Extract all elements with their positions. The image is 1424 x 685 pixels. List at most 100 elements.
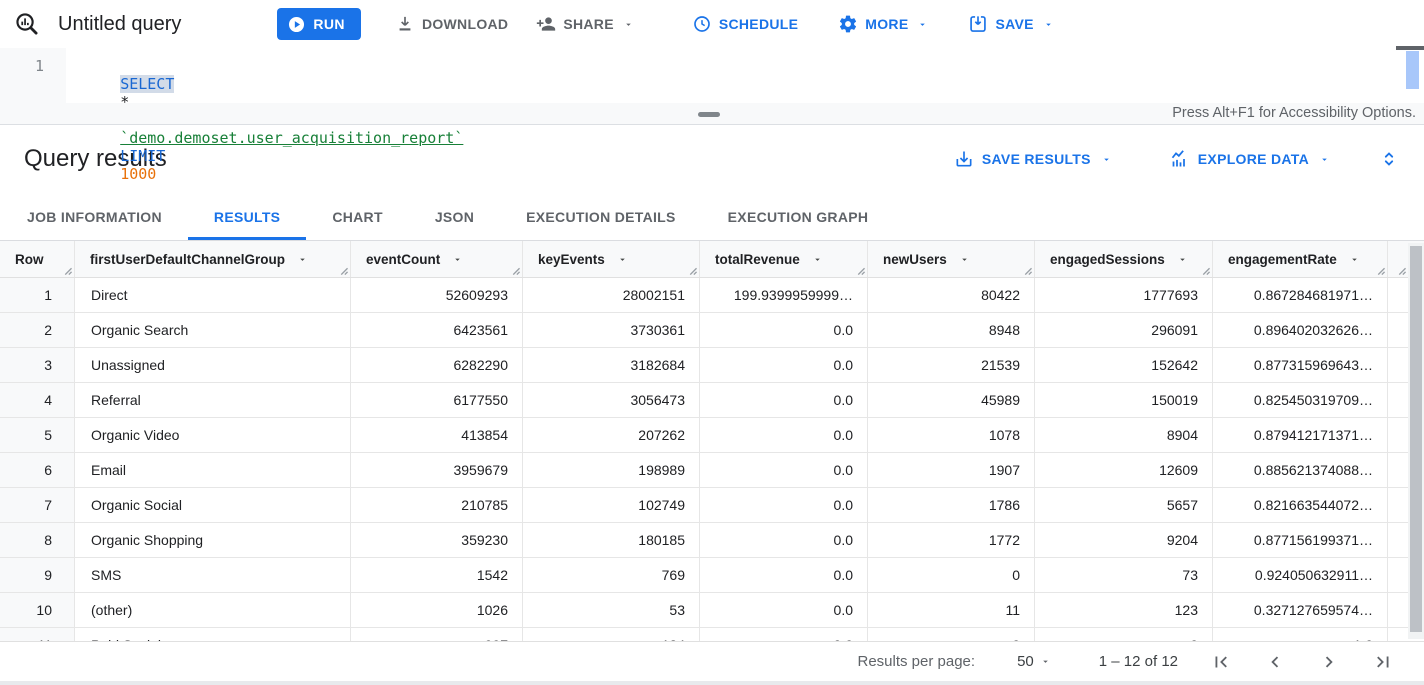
table-cell: 0	[868, 628, 1035, 641]
table-cell: SMS	[75, 558, 351, 592]
column-resize-handle[interactable]	[856, 266, 865, 275]
column-resize-handle[interactable]	[688, 266, 697, 275]
next-page-button[interactable]	[1318, 651, 1340, 673]
cell-value: 8948	[988, 322, 1020, 338]
cell-value: 0.0	[833, 602, 853, 618]
explore-data-button[interactable]: EXPLORE DATA	[1164, 148, 1336, 170]
cell-value: Direct	[91, 287, 128, 303]
table-vertical-scrollbar[interactable]	[1408, 243, 1424, 639]
download-button[interactable]: DOWNLOAD	[389, 13, 514, 35]
cell-value: 152642	[1151, 357, 1198, 373]
column-header-engagedsessions[interactable]: engagedSessions	[1035, 241, 1213, 277]
column-header-totalrevenue[interactable]: totalRevenue	[700, 241, 868, 277]
editor-scrollbar-thumb[interactable]	[1406, 51, 1419, 89]
cell-value: 6282290	[453, 357, 508, 373]
last-page-button[interactable]	[1372, 651, 1394, 673]
table-row: 3 Unassigned 6282290 3182684 0.0 21539 152642 0…	[0, 348, 1424, 383]
table-row: 5 Organic Video 413854 207262 0.0 1078 8904 0.8…	[0, 418, 1424, 453]
table-cell: 296091	[1035, 313, 1213, 347]
tab-execution-graph[interactable]: EXECUTION GRAPH	[702, 193, 895, 240]
column-header-newusers[interactable]: newUsers	[868, 241, 1035, 277]
column-menu-icon[interactable]	[452, 254, 463, 265]
column-resize-handle[interactable]	[1397, 266, 1406, 275]
previous-page-button[interactable]	[1264, 651, 1286, 673]
column-header-eventcount[interactable]: eventCount	[351, 241, 523, 277]
row-number-cell: 4	[0, 383, 75, 417]
column-resize-handle[interactable]	[339, 266, 348, 275]
column-header-engagementrate[interactable]: engagementRate	[1213, 241, 1388, 277]
tab-job-information[interactable]: JOB INFORMATION	[1, 193, 188, 240]
cell-value: 150019	[1151, 392, 1198, 408]
tab-label: JOB INFORMATION	[27, 208, 162, 225]
run-button[interactable]: RUN	[277, 8, 361, 40]
page-range-label: 1 – 12 of 12	[1098, 653, 1178, 670]
tab-chart[interactable]: CHART	[306, 193, 409, 240]
tab-execution-details[interactable]: EXECUTION DETAILS	[500, 193, 702, 240]
cell-value: 1542	[476, 567, 508, 583]
column-label: engagementRate	[1228, 251, 1337, 267]
table-cell: 8904	[1035, 418, 1213, 452]
schedule-button[interactable]: SCHEDULE	[686, 13, 804, 35]
cell-value: 0.0	[833, 567, 853, 583]
cell-value: 102749	[638, 497, 685, 513]
cell-value: 123	[1174, 602, 1198, 618]
tab-results[interactable]: RESULTS	[188, 193, 306, 240]
column-menu-icon[interactable]	[1177, 254, 1188, 265]
expand-collapse-results-button[interactable]	[1378, 148, 1400, 170]
column-resize-handle[interactable]	[1023, 266, 1032, 275]
first-page-icon	[1210, 651, 1232, 673]
column-menu-icon[interactable]	[617, 254, 628, 265]
table-cell: 1907	[868, 453, 1035, 487]
column-menu-icon[interactable]	[959, 254, 970, 265]
line-number-gutter: 1	[0, 48, 66, 103]
table-cell: 0.877156199371…	[1213, 523, 1388, 557]
column-header-row[interactable]: Row	[0, 241, 75, 277]
results-table: Row firstUserDefaultChannelGroup eventCoun…	[0, 241, 1424, 641]
column-menu-icon[interactable]	[297, 254, 308, 265]
chevron-down-icon	[917, 19, 928, 30]
splitter-drag-handle[interactable]	[698, 112, 720, 117]
table-cell: 9204	[1035, 523, 1213, 557]
table-cell: 11	[868, 593, 1035, 627]
tab-json[interactable]: JSON	[409, 193, 500, 240]
cell-value: 180185	[638, 532, 685, 548]
more-button[interactable]: MORE	[832, 13, 934, 35]
cell-value: 0.0	[833, 392, 853, 408]
page-size-select[interactable]: 50	[1011, 652, 1057, 671]
column-menu-icon[interactable]	[812, 254, 823, 265]
table-cell: 0.0	[700, 488, 868, 522]
column-header-keyevents[interactable]: keyEvents	[523, 241, 700, 277]
column-label: firstUserDefaultChannelGroup	[90, 251, 286, 267]
cell-value: 10	[36, 602, 52, 618]
cell-value: 413854	[461, 427, 508, 443]
analytics-chart-icon	[1170, 149, 1190, 169]
row-number-cell: 6	[0, 453, 75, 487]
share-button[interactable]: SHARE	[530, 13, 640, 35]
table-horizontal-scrollbar[interactable]	[0, 681, 1424, 685]
column-header-partial	[1388, 241, 1424, 277]
column-resize-handle[interactable]	[511, 266, 520, 275]
download-icon	[395, 14, 415, 34]
column-menu-icon[interactable]	[1349, 254, 1360, 265]
table-cell: Organic Shopping	[75, 523, 351, 557]
sql-code-line[interactable]: SELECT * FROM `demo.demoset.user_acquisi…	[66, 48, 472, 183]
cell-value: 45989	[981, 392, 1020, 408]
column-header-firstuserdefaultchannelgroup[interactable]: firstUserDefaultChannelGroup	[75, 241, 351, 277]
column-resize-handle[interactable]	[1201, 266, 1210, 275]
table-cell: 1026	[351, 593, 523, 627]
first-page-button[interactable]	[1210, 651, 1232, 673]
cell-value: Email	[91, 462, 127, 478]
save-label: SAVE	[995, 16, 1034, 32]
save-button[interactable]: SAVE	[962, 13, 1059, 35]
cell-value: 28002151	[622, 287, 685, 303]
column-resize-handle[interactable]	[63, 266, 72, 275]
sql-editor[interactable]: 1 SELECT * FROM `demo.demoset.user_acqui…	[0, 46, 1424, 183]
play-circle-icon	[287, 15, 306, 34]
save-results-button[interactable]: SAVE RESULTS	[948, 148, 1118, 170]
column-resize-handle[interactable]	[1376, 266, 1385, 275]
scrollbar-thumb[interactable]	[1410, 246, 1422, 632]
table-cell: 1078	[868, 418, 1035, 452]
table-cell: 0.825450319709…	[1213, 383, 1388, 417]
table-cell: 199.9399959999…	[700, 278, 868, 312]
table-cell: 359230	[351, 523, 523, 557]
